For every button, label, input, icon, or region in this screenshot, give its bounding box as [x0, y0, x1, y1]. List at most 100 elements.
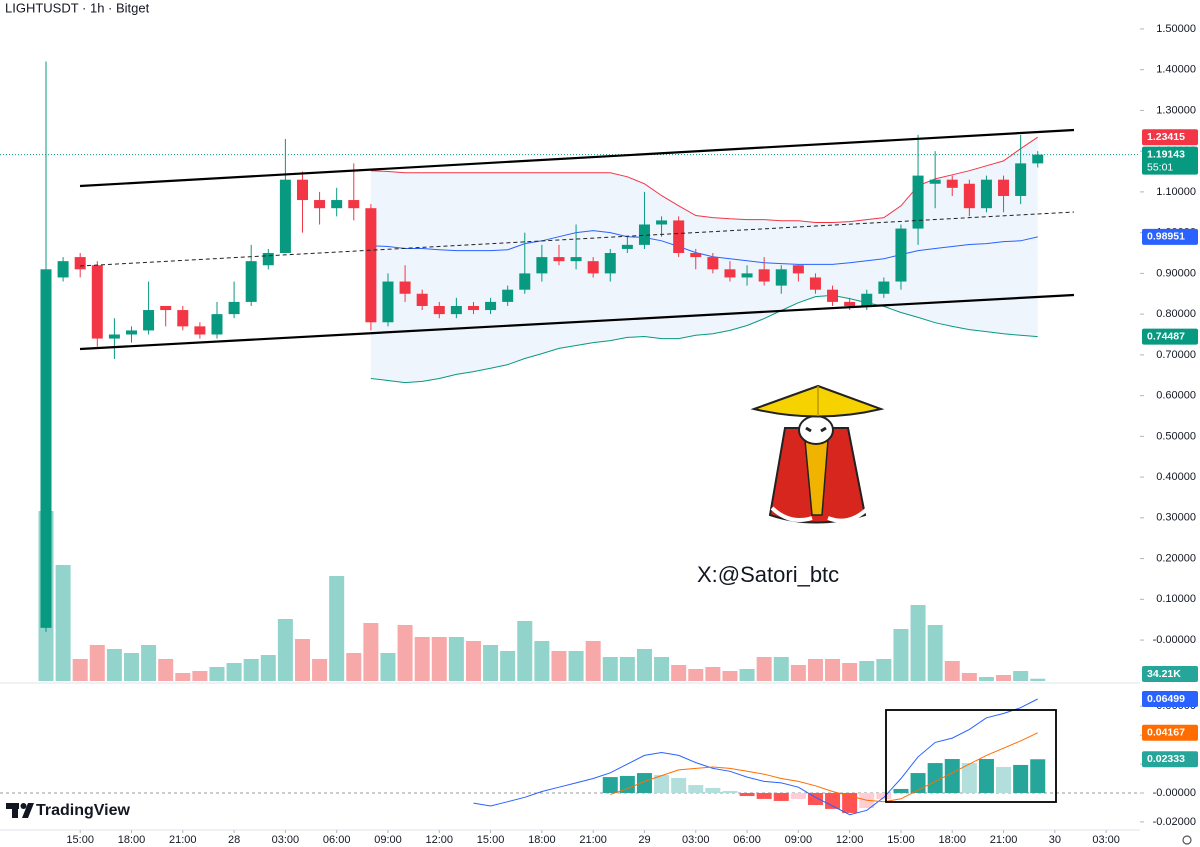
- logo-mark: [12, 803, 18, 818]
- price-tag-label: 0.98951: [1147, 231, 1185, 243]
- volume-bar: [654, 657, 670, 681]
- channel-lower: [79, 293, 1075, 351]
- candle-body: [912, 175, 924, 229]
- volume-bar: [226, 663, 242, 681]
- candle-body: [690, 253, 702, 258]
- volume-bar: [893, 629, 909, 681]
- volume-bar: [636, 649, 652, 681]
- macd-histogram-bar: [671, 777, 687, 793]
- volume-bar: [859, 661, 875, 681]
- volume-bar: [277, 619, 293, 681]
- band-fill: [370, 137, 1038, 383]
- candle-body: [895, 228, 907, 282]
- candle-body: [91, 265, 103, 339]
- candle-body: [929, 179, 941, 184]
- mascot-sleeves: [770, 506, 868, 523]
- candle-body: [74, 257, 86, 270]
- candle-body: [827, 289, 839, 302]
- volume-bar: [756, 657, 772, 681]
- y-tick-label: 0.40000: [1156, 471, 1196, 483]
- volume-bar: [294, 639, 310, 681]
- mascot-illustration: [750, 384, 885, 524]
- y-tick-label: 1.10000: [1156, 186, 1196, 198]
- candle-body: [519, 273, 531, 290]
- volume-bar: [585, 641, 601, 681]
- candle-body: [844, 301, 856, 306]
- macd-histogram-bar: [927, 763, 943, 793]
- y-tick-label: 0.20000: [1156, 552, 1196, 564]
- x-tick-label: 15:00: [477, 834, 505, 846]
- candle-body: [245, 261, 257, 302]
- candle-body: [638, 224, 650, 245]
- price-tag: [1142, 724, 1198, 741]
- candle-body: [211, 314, 223, 335]
- candle-body: [553, 257, 565, 262]
- macd-histogram-bar: [756, 792, 772, 799]
- volume-bar: [123, 653, 139, 681]
- volume-bar: [944, 661, 960, 681]
- candle-body: [57, 261, 69, 278]
- candle-body: [262, 253, 274, 266]
- candle-body: [177, 310, 189, 327]
- macd-histogram-bar: [996, 766, 1012, 793]
- volume-bar: [243, 659, 259, 681]
- y-tick-label: -0.00000: [1153, 634, 1196, 646]
- candle-body: [1015, 163, 1027, 196]
- price-tag-label: 0.74487: [1147, 330, 1185, 342]
- y-tick-label: 0.10000: [1156, 593, 1196, 605]
- volume-bar: [1013, 671, 1029, 681]
- candle-body: [502, 289, 514, 302]
- countdown-label: 55:01: [1147, 161, 1173, 173]
- volume-bar: [72, 659, 88, 681]
- candle-body: [228, 301, 240, 315]
- candle-body: [758, 269, 770, 282]
- price-tag: [1142, 228, 1198, 245]
- volume-bar: [705, 667, 721, 681]
- macd-histogram-bar: [636, 773, 652, 793]
- candle-body: [861, 293, 873, 306]
- candle-body: [331, 200, 343, 209]
- y-tick-label: -0.02000: [1153, 816, 1196, 828]
- settings-icon[interactable]: [1182, 835, 1192, 845]
- x-tick-label: 30: [1049, 834, 1061, 846]
- x-tick-label: 09:00: [785, 834, 813, 846]
- volume-bar: [141, 645, 157, 681]
- volume-bar: [790, 665, 806, 681]
- volume-bar: [106, 649, 122, 681]
- volume-bar: [329, 576, 345, 681]
- y-tick-label: 0.60000: [1156, 390, 1196, 402]
- candle-body: [450, 305, 462, 315]
- volume-bar: [807, 659, 823, 681]
- logo-mark: [22, 803, 34, 818]
- price-tag: [1142, 691, 1198, 708]
- x-tick-label: 09:00: [374, 834, 402, 846]
- x-tick-label: 29: [638, 834, 650, 846]
- band-line: [370, 294, 1038, 384]
- candle-body: [809, 277, 821, 290]
- x-tick-label: 21:00: [169, 834, 197, 846]
- candle-body: [621, 244, 633, 249]
- x-tick-label: 03:00: [272, 834, 300, 846]
- candle-body: [399, 281, 411, 294]
- volume-bar: [927, 625, 943, 681]
- volume-bar: [448, 637, 464, 681]
- drawings: TradingView: [6, 128, 1192, 845]
- volume-bar: [431, 637, 447, 681]
- y-tick-label: 0.50000: [1156, 430, 1196, 442]
- volume-bar: [534, 641, 550, 681]
- y-tick-label: 0.30000: [1156, 512, 1196, 524]
- mascot-eyes: [805, 426, 827, 433]
- candle-body: [587, 261, 599, 274]
- candle-body: [656, 220, 668, 225]
- candle-body: [194, 326, 206, 335]
- volume-bar: [551, 651, 567, 681]
- volume-bar: [961, 673, 977, 681]
- x-tick-label: 06:00: [323, 834, 351, 846]
- y-tick-label: 0.80000: [1156, 308, 1196, 320]
- y-tick-label: 0.90000: [1156, 267, 1196, 279]
- y-tick-label: 1.50000: [1156, 23, 1196, 35]
- channel-middle: [79, 211, 1075, 267]
- candle-body: [570, 257, 582, 262]
